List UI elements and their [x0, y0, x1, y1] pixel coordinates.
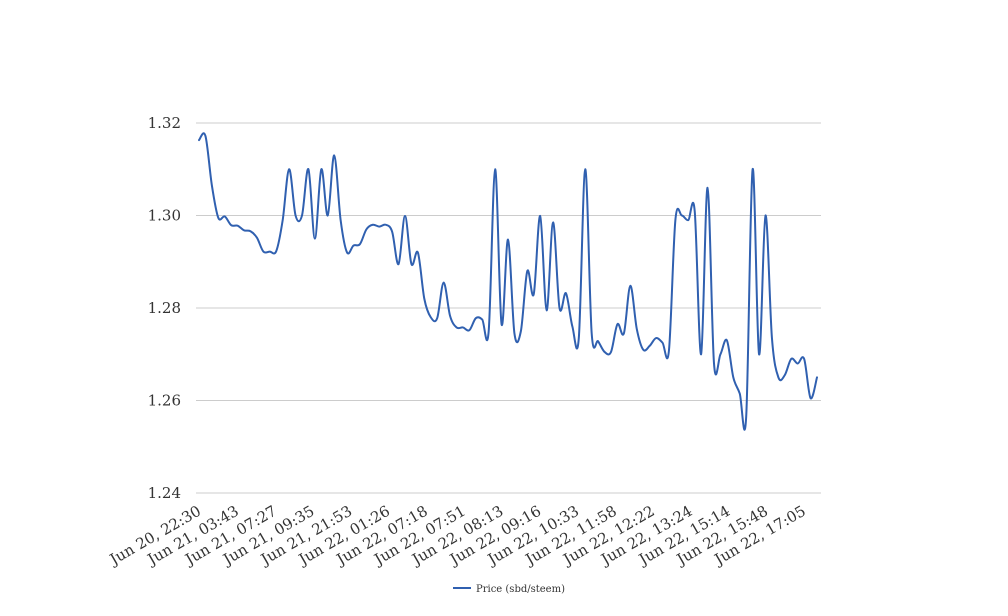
legend[interactable]: Price (sbd/steem) [453, 584, 565, 595]
legend-item[interactable]: Price (sbd/steem) [453, 584, 565, 595]
y-tick-label: 1.28 [148, 299, 181, 317]
y-tick-label: 1.24 [148, 484, 181, 502]
y-axis: 1.24 1.26 1.28 1.30 1.32 [148, 114, 181, 502]
y-tick-label: 1.26 [148, 392, 181, 410]
legend-label: Price (sbd/steem) [476, 584, 565, 595]
y-tick-label: 1.30 [148, 207, 181, 225]
series-line [198, 132, 818, 431]
grid [196, 122, 821, 494]
series-layer [198, 132, 818, 431]
y-tick-label: 1.32 [148, 114, 181, 132]
